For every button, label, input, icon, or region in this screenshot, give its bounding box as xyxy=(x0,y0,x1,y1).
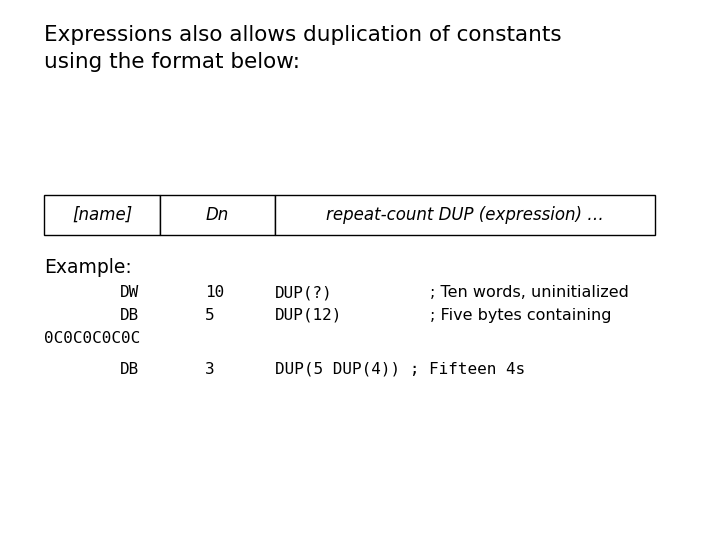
Text: repeat-count DUP (expression) …: repeat-count DUP (expression) … xyxy=(326,206,604,224)
Bar xyxy=(275,195,655,235)
Text: Dn: Dn xyxy=(206,206,229,224)
Text: [name]: [name] xyxy=(72,206,132,224)
Text: DW: DW xyxy=(120,285,139,300)
Text: DUP(5 DUP(4)) ; Fifteen 4s: DUP(5 DUP(4)) ; Fifteen 4s xyxy=(275,362,526,377)
Text: Example:: Example: xyxy=(44,258,132,277)
Text: 5: 5 xyxy=(205,308,215,323)
Bar xyxy=(160,195,275,235)
Text: DB: DB xyxy=(120,308,139,323)
Text: ; Five bytes containing: ; Five bytes containing xyxy=(430,308,611,323)
Text: ; Ten words, uninitialized: ; Ten words, uninitialized xyxy=(430,285,629,300)
Bar xyxy=(44,195,160,235)
Text: 0C0C0C0C0C: 0C0C0C0C0C xyxy=(44,331,140,346)
Text: DUP(?): DUP(?) xyxy=(275,285,333,300)
Text: DB: DB xyxy=(120,362,139,377)
Text: 3: 3 xyxy=(205,362,215,377)
Text: 10: 10 xyxy=(205,285,224,300)
Text: Expressions also allows duplication of constants
using the format below:: Expressions also allows duplication of c… xyxy=(44,25,562,72)
Text: DUP(12): DUP(12) xyxy=(275,308,343,323)
